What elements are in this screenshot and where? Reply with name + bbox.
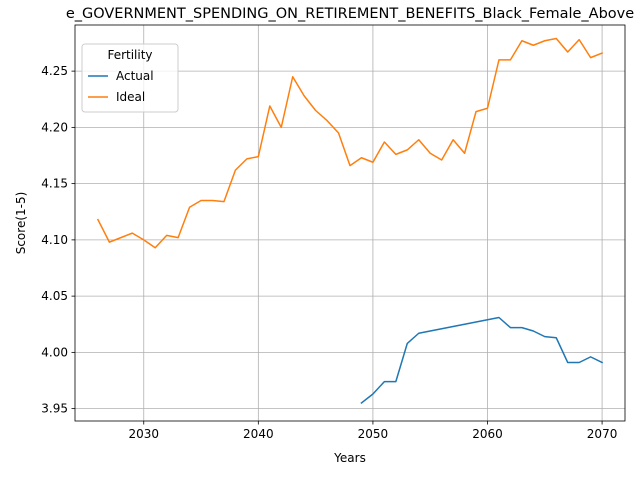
legend: Fertility Actual Ideal <box>81 43 179 113</box>
y-tick-label: 4.25 <box>41 64 68 78</box>
chart-title: e_GOVERNMENT_SPENDING_ON_RETIREMENT_BENE… <box>66 6 634 22</box>
x-tick-label: 2070 <box>587 427 618 441</box>
x-tick-label: 2030 <box>128 427 159 441</box>
y-tick-label: 4.00 <box>41 345 68 359</box>
series-line-actual <box>360 316 604 405</box>
legend-label-ideal: Ideal <box>116 90 145 104</box>
legend-box <box>81 43 179 113</box>
series-line-ideal <box>96 37 604 249</box>
x-tick-label: 2050 <box>358 427 389 441</box>
y-tick-label: 4.15 <box>41 177 68 191</box>
x-tick-label: 2060 <box>472 427 503 441</box>
legend-label-actual: Actual <box>116 69 154 83</box>
legend-title: Fertility <box>107 48 152 62</box>
grid <box>75 25 625 421</box>
y-tick-label: 4.10 <box>41 233 68 247</box>
y-tick-label: 4.05 <box>41 289 68 303</box>
x-tick-label: 2040 <box>243 427 274 441</box>
plot-frame <box>74 24 626 422</box>
y-tick-label: 4.20 <box>41 120 68 134</box>
axis-ticks: 2030 2040 2050 2060 2070 3.95 4.00 4.05 4.10 4.15… <box>41 64 617 441</box>
series-lines <box>96 37 604 405</box>
y-axis-label: Score(1-5) <box>14 192 28 255</box>
y-tick-label: 3.95 <box>41 402 68 416</box>
x-axis-label: Years <box>333 451 366 465</box>
